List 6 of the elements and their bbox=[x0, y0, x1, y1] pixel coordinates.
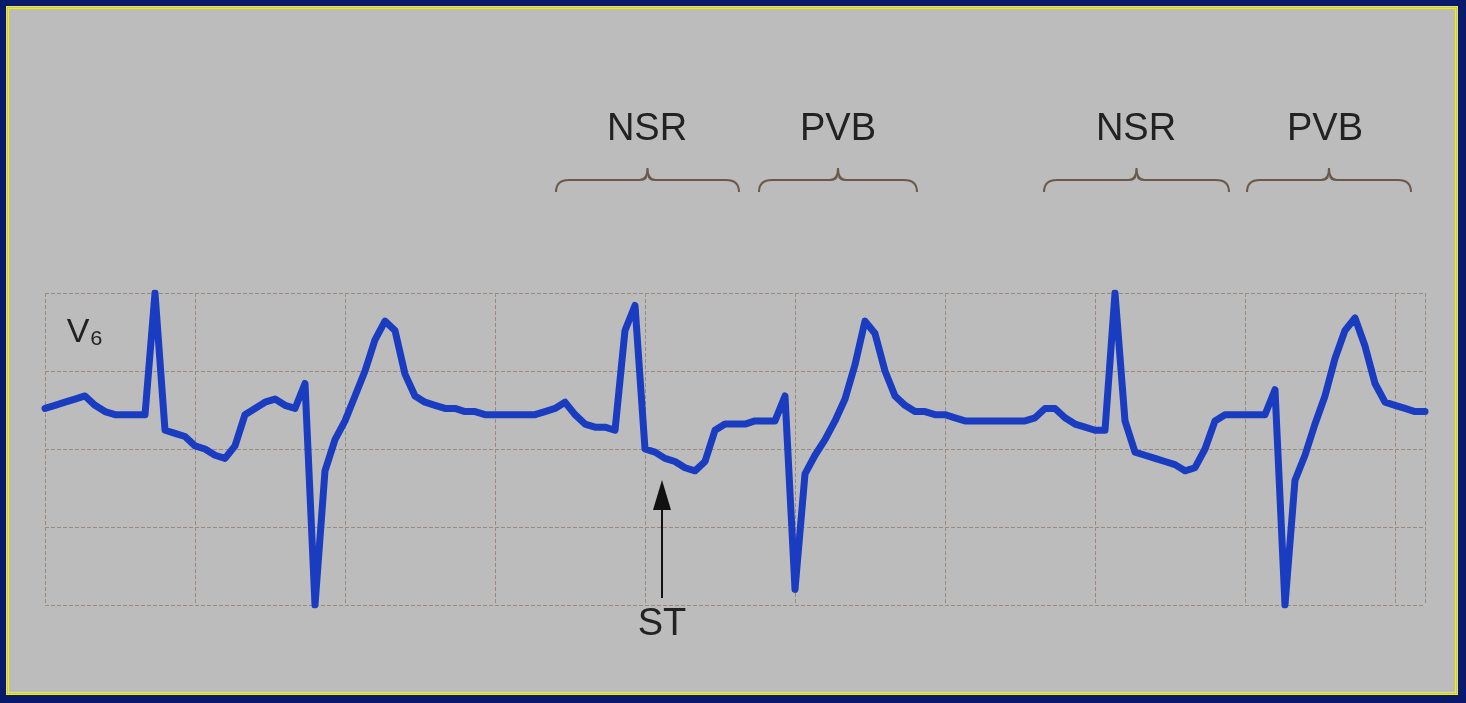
text: NSR bbox=[606, 105, 688, 149]
annotation: ST bbox=[637, 600, 687, 644]
text: PVB bbox=[1286, 105, 1364, 149]
text: NSR bbox=[1095, 105, 1177, 149]
text: PVB bbox=[799, 105, 877, 149]
annotation: V₆ bbox=[66, 310, 104, 350]
